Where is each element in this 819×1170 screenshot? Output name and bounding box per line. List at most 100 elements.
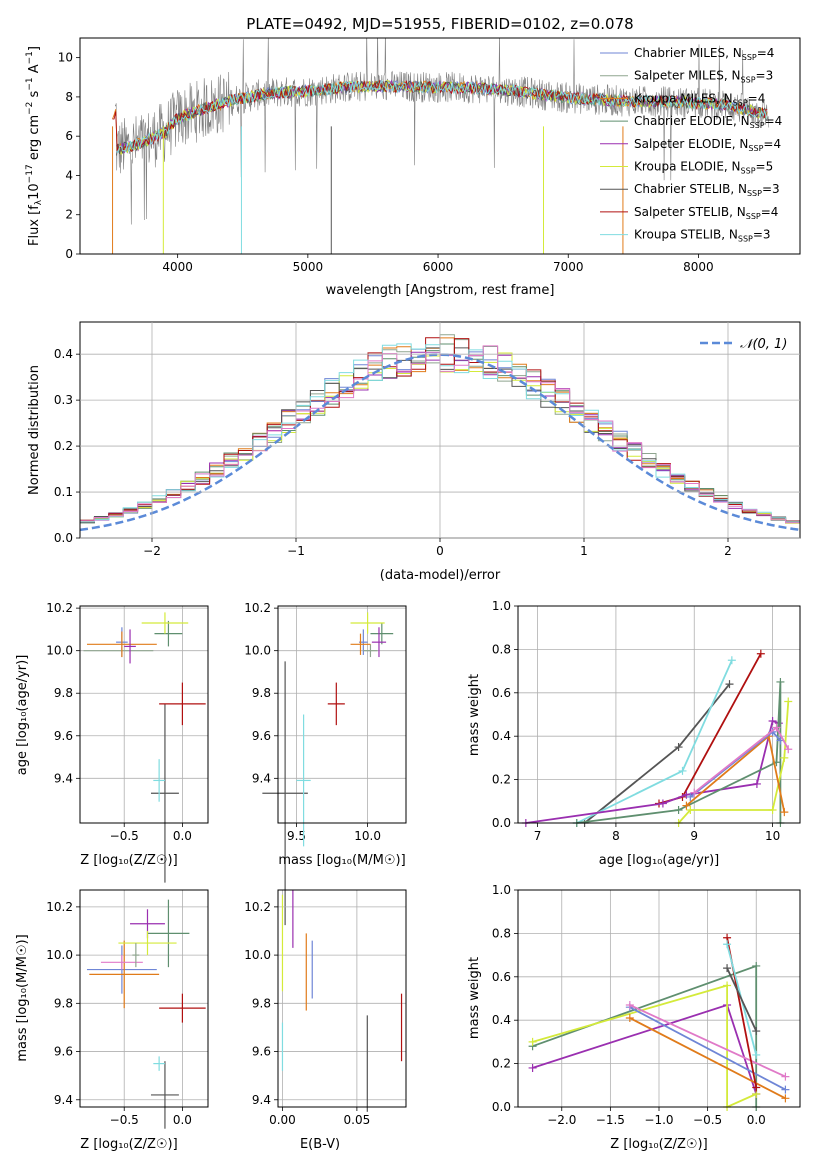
mass_vs_ebv-axes-frame [277, 889, 407, 1108]
normal-legend-label: 𝒩(0, 1) [740, 337, 787, 352]
massweight_vs_age-ytick-label: 0.0 [492, 816, 511, 830]
weight-marker-kroupa_miles [780, 808, 789, 817]
legend-label-pre: Chabrier STELIB, N [634, 182, 747, 196]
age_vs_Z-ticks: −0.5 0.0 9.4 9.6 9.8 10.0 10.2 [46, 601, 192, 843]
massweight_vs_age-ytick-label: 0.8 [492, 642, 511, 656]
legend-label-salpeter_stelib: Salpeter STELIB, NSSP=4 [634, 205, 778, 221]
massweight_vs_age-ytick-label: 0.6 [492, 686, 511, 700]
weight-marker-salpeter_elodie [528, 1063, 537, 1072]
residuals-xlabel: (data-model)/error [380, 568, 501, 583]
mass_vs_Z-axes-frame [79, 889, 209, 1108]
weight-marker-kroupa_elodie [528, 1037, 537, 1046]
residuals-xtick-label: −1 [287, 544, 305, 558]
age_vs_mass-xtick-label: 10.0 [354, 829, 381, 843]
spectrum-ytick-label: 10 [58, 51, 73, 65]
legend-label-salpeter_elodie: Salpeter ELODIE, NSSP=4 [634, 137, 781, 153]
mass_vs_Z-ytick-label: 10.0 [46, 948, 73, 962]
weight-marker-salpeter_elodie [768, 717, 777, 726]
weight-marker-kroupa_elodie [768, 805, 777, 814]
massweight_vs_age-marks [521, 649, 793, 827]
age_vs_mass-ytick-label: 10.0 [244, 644, 271, 658]
residuals-ytick-label: 0.3 [54, 393, 73, 407]
massweight_vs_Z-xtick-label: 0.0 [747, 1113, 766, 1127]
massweight_vs_Z-ytick-label: 0.8 [492, 926, 511, 940]
age_vs_Z-xtick-label: −0.5 [110, 829, 139, 843]
spectrum-xtick-label: 4000 [162, 260, 193, 274]
residuals-xtick-label: 2 [724, 544, 732, 558]
age_vs_Z-axes-frame [79, 605, 209, 824]
model-spectrum-kroupa_stelib [116, 80, 767, 154]
mass_vs_ebv-ytick-label: 10.2 [244, 900, 271, 914]
legend-label-sub: SSP [733, 98, 748, 107]
weight-marker-kroupa_elodie [686, 805, 695, 814]
weight-line-kroupa_miles [629, 1017, 786, 1100]
massweight_vs_Z-ytick-label: 0.4 [492, 1013, 511, 1027]
massweight_vs_Z-ytick-label: 1.0 [492, 883, 511, 897]
legend-label-pre: Salpeter ELODIE, N [634, 137, 748, 151]
legend-label-chabrier_stelib: Chabrier STELIB, NSSP=3 [634, 182, 780, 198]
spectrum-xtick-label: 6000 [423, 260, 454, 274]
weight-line-pink [629, 1004, 786, 1078]
mass_vs_Z-panel: −0.5 0.0 9.4 9.6 9.8 10.0 10.2 [46, 889, 209, 1129]
legend-label-pre: Chabrier ELODIE, N [634, 114, 750, 128]
massweight_vs_age-xtick-label: 10 [765, 829, 780, 843]
massweight-vs-age-ylabel: mass weight [467, 674, 482, 756]
weight-marker-chabrier_elodie [674, 805, 683, 814]
massweight-vs-Z-ylabel: mass weight [467, 957, 482, 1039]
spectrum-ytick-label: 0 [65, 247, 73, 261]
massweight_vs_age-panel: 7 8 9 10 0.0 0.2 0.4 0.6 0.8 1.0 [492, 599, 801, 843]
spectrum-lines [112, 38, 770, 254]
weight-marker-kroupa_stelib [752, 1050, 761, 1059]
age_vs_Z-ytick-label: 9.8 [54, 686, 73, 700]
residuals-panel: −2 −1 0 1 2 0.0 0.1 0.2 0.3 0.4 𝒩(0, 1) (data-mod… [27, 321, 801, 583]
legend-label-pre: Kroupa MILES, N [634, 91, 733, 105]
spectrum-ytick-label: 2 [65, 208, 73, 222]
weight-marker-pink [625, 1001, 634, 1010]
weight-marker-chabrier_miles [781, 1085, 790, 1094]
legend-label-post: =3 [762, 182, 780, 196]
spectrum-xlabel: wavelength [Angstrom, rest frame] [326, 283, 555, 298]
weight-marker-kroupa_elodie [723, 981, 732, 990]
spectrum-ytick-label: 4 [65, 168, 73, 182]
weight-line-chabrier_miles [629, 1006, 786, 1091]
mass_vs_ebv-ytick-label: 9.6 [252, 1045, 271, 1059]
weight-marker-kroupa_elodie [784, 697, 793, 706]
weight-marker-salpeter_elodie [658, 799, 667, 808]
age_vs_mass-ticks: 9.5 10.0 9.4 9.6 9.8 10.0 10.2 [244, 601, 381, 843]
weight-marker-pink [784, 745, 793, 754]
legend-label-sub: SSP [746, 212, 761, 221]
mass_vs_Z-xtick-label: −0.5 [110, 1113, 139, 1127]
legend-label-chabrier_elodie: Chabrier ELODIE, NSSP=4 [634, 114, 782, 130]
residuals-xtick-label: 0 [436, 544, 444, 558]
mass_vs_Z-ytick-label: 10.2 [46, 900, 73, 914]
weight-marker-kroupa_stelib [723, 940, 732, 949]
massweight_vs_age-ytick-label: 0.4 [492, 729, 511, 743]
spectrum-ticks: 4000 5000 6000 7000 8000 0 2 4 6 8 10 [58, 51, 714, 274]
weight-marker-pink [781, 1072, 790, 1081]
mass_vs_ebv-ytick-label: 9.8 [252, 996, 271, 1010]
legend-label-kroupa_stelib: Kroupa STELIB, NSSP=3 [634, 228, 771, 244]
weight-marker-kroupa_stelib [678, 766, 687, 775]
massweight_vs_Z-panel: −2.0 −1.5 −1.0 −0.5 0.0 0.0 0.2 0.4 0.6 0.8 1.0 [492, 883, 801, 1127]
legend-label-sub: SSP [741, 76, 756, 85]
age_vs_Z-ytick-label: 9.6 [54, 729, 73, 743]
spectrum-title: PLATE=0492, MJD=51955, FIBERID=0102, z=0… [246, 15, 633, 33]
mass-vs-ebv-xlabel: E(B-V) [300, 1137, 340, 1152]
legend-label-post: =4 [763, 137, 781, 151]
mass_vs_ebv-xtick-label: 0.05 [344, 1113, 371, 1127]
age-vs-Z-ylabel: age [log₁₀(age/yr)] [15, 655, 30, 776]
weight-marker-kroupa_elodie [780, 753, 789, 762]
massweight_vs_age-xtick-label: 7 [534, 829, 542, 843]
age-vs-mass-xlabel: mass [log₁₀(M/M☉)] [278, 853, 405, 868]
massweight_vs_age-axes-frame [517, 605, 801, 824]
residuals-ytick-label: 0.2 [54, 439, 73, 453]
spectrum-xtick-label: 8000 [683, 260, 714, 274]
spectrum-ytick-label: 6 [65, 129, 73, 143]
massweight_vs_Z-marks [528, 933, 790, 1111]
weight-line-kroupa_elodie [532, 984, 757, 1109]
parameter-panels: −0.5 0.0 9.4 9.6 9.8 10.0 10.2 9.5 10.0 9.4 9.6 9.8… [46, 599, 801, 1129]
legend-label-salpeter_miles: Salpeter MILES, NSSP=3 [634, 69, 773, 85]
legend-label-post: =3 [756, 69, 774, 83]
